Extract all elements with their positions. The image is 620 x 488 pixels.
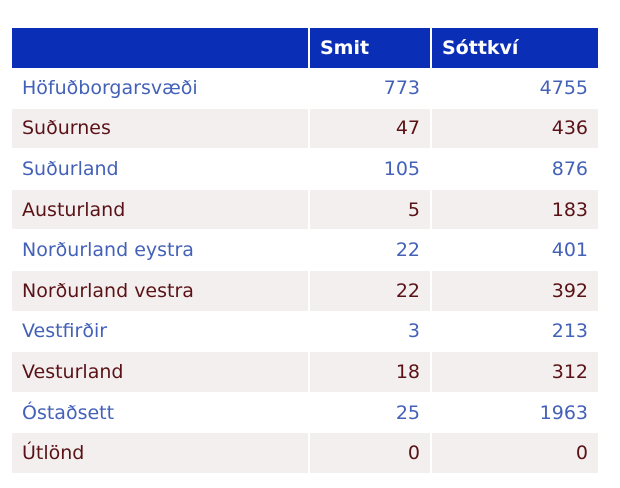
table-row: Norðurland eystra 22 401	[12, 230, 598, 271]
cell-sottkvi: 213	[432, 311, 598, 353]
header-sottkvi: Sóttkví	[432, 28, 598, 68]
cell-sottkvi: 183	[432, 189, 598, 231]
data-table: Smit Sóttkví Höfuðborgarsvæði 773 4755 S…	[12, 28, 598, 474]
cell-region: Útlönd	[12, 433, 310, 474]
cell-region: Norðurland vestra	[12, 270, 310, 312]
cell-smit: 25	[310, 392, 432, 434]
cell-smit: 773	[310, 68, 432, 109]
cell-region: Höfuðborgarsvæði	[12, 68, 310, 109]
table-row: Útlönd 0 0	[12, 433, 598, 474]
table-header-row: Smit Sóttkví	[12, 28, 598, 68]
cell-region: Óstaðsett	[12, 392, 310, 434]
table-row: Suðurnes 47 436	[12, 108, 598, 150]
header-smit: Smit	[310, 28, 432, 68]
cell-region: Suðurnes	[12, 108, 310, 150]
table-row: Höfuðborgarsvæði 773 4755	[12, 68, 598, 109]
table-row: Vesturland 18 312	[12, 352, 598, 393]
cell-region: Austurland	[12, 189, 310, 231]
cell-smit: 18	[310, 352, 432, 393]
cell-sottkvi: 4755	[432, 68, 598, 109]
cell-region: Suðurland	[12, 149, 310, 190]
cell-smit: 3	[310, 311, 432, 353]
cell-smit: 22	[310, 270, 432, 312]
cell-smit: 22	[310, 230, 432, 271]
table-row: Austurland 5 183	[12, 189, 598, 231]
table-row: Suðurland 105 876	[12, 149, 598, 190]
cell-region: Vesturland	[12, 352, 310, 393]
cell-smit: 105	[310, 149, 432, 190]
cell-sottkvi: 392	[432, 270, 598, 312]
table-row: Óstaðsett 25 1963	[12, 392, 598, 434]
cell-smit: 47	[310, 108, 432, 150]
table-row: Norðurland vestra 22 392	[12, 270, 598, 312]
cell-smit: 0	[310, 433, 432, 474]
cell-region: Vestfirðir	[12, 311, 310, 353]
cell-sottkvi: 0	[432, 433, 598, 474]
cell-sottkvi: 1963	[432, 392, 598, 434]
header-region	[12, 28, 310, 68]
cell-sottkvi: 401	[432, 230, 598, 271]
cell-sottkvi: 436	[432, 108, 598, 150]
table-row: Vestfirðir 3 213	[12, 311, 598, 353]
cell-region: Norðurland eystra	[12, 230, 310, 271]
cell-sottkvi: 876	[432, 149, 598, 190]
cell-smit: 5	[310, 189, 432, 231]
cell-sottkvi: 312	[432, 352, 598, 393]
